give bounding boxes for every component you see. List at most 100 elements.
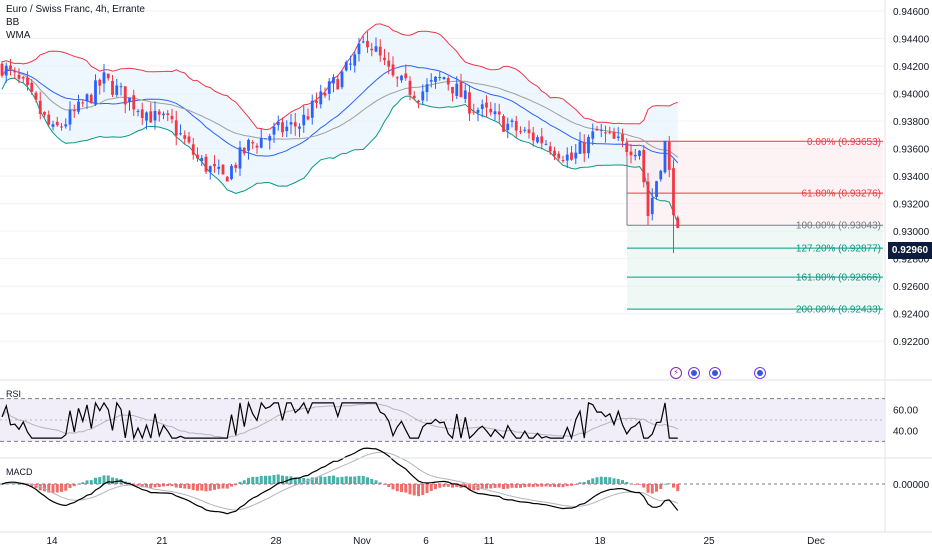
macd-line (1, 447, 679, 515)
price-tick-label: 0.94600 (893, 7, 930, 18)
candle-body (421, 91, 425, 101)
rsi-label[interactable]: RSI (6, 389, 22, 399)
candle-body (378, 46, 382, 56)
macd-histogram-bar (157, 484, 161, 488)
macd-label[interactable]: MACD (6, 467, 33, 477)
candle-body (353, 54, 357, 66)
candle-body (638, 150, 641, 157)
indicator-wma-label[interactable]: WMA (6, 30, 31, 41)
candle-body (553, 150, 556, 156)
macd-histogram-bar (667, 483, 671, 485)
macd-histogram-bar (94, 477, 97, 484)
candle-body (128, 97, 131, 103)
candle-body (357, 43, 361, 55)
candle-body (106, 73, 110, 79)
candle-body (123, 86, 127, 105)
candle-body (298, 126, 301, 129)
candle-body (306, 116, 310, 120)
candle-body (629, 151, 633, 156)
candle-body (506, 123, 510, 131)
candle-body (17, 74, 21, 79)
macd-histogram-bar (391, 484, 395, 490)
time-tick-label: Dec (807, 536, 825, 547)
candle-body (557, 153, 561, 159)
macd-histogram-bar (136, 484, 140, 486)
macd-histogram-bar (578, 482, 582, 484)
macd-histogram-bar (55, 484, 59, 493)
macd-tick-label: 0.00000 (893, 480, 930, 491)
macd-histogram-bar (438, 484, 442, 488)
time-tick-label: 18 (594, 536, 606, 547)
candle-body (238, 147, 242, 169)
candle-body (217, 166, 221, 169)
macd-histogram-bar (608, 477, 612, 484)
macd-histogram-bar (625, 481, 629, 484)
candle-body (383, 57, 386, 61)
macd-histogram-bar (51, 484, 55, 493)
candle-body (276, 121, 280, 126)
bollinger-basis-line (1, 65, 679, 164)
candle-body (514, 121, 518, 131)
macd-histogram-bar (102, 475, 106, 484)
macd-histogram-bar (132, 484, 136, 485)
macd-histogram-bar (400, 484, 403, 492)
candle-body (417, 100, 420, 103)
candle-body (55, 121, 59, 126)
macd-histogram-bar (531, 484, 535, 488)
macd-histogram-bar (191, 484, 195, 491)
macd-histogram-bar (557, 484, 561, 488)
economic-event-icon[interactable] (688, 367, 700, 379)
macd-histogram-bar (217, 484, 221, 489)
candle-body (281, 122, 284, 133)
chart-title: Euro / Swiss Franc, 4h, Errante (6, 4, 145, 15)
macd-histogram-bar (646, 484, 650, 493)
candle-body (68, 109, 72, 125)
candle-body (659, 170, 663, 180)
macd-histogram-bar (493, 484, 497, 488)
candle-body (225, 176, 229, 182)
candle-body (94, 80, 97, 105)
macd-histogram-bar (361, 475, 365, 484)
macd-histogram-bar (582, 482, 586, 484)
macd-histogram-bar (247, 477, 250, 484)
bollinger-upper-line (1, 23, 678, 131)
candle-body (319, 91, 323, 105)
macd-histogram-bar (425, 484, 429, 494)
macd-histogram-bar (272, 475, 276, 484)
candle-body (391, 64, 395, 76)
macd-histogram-bar (621, 480, 624, 484)
candle-body (667, 141, 671, 170)
macd-histogram-bar (196, 484, 199, 491)
macd-histogram-bar (349, 476, 352, 484)
lightning-icon[interactable]: ⚡ (670, 367, 682, 379)
candle-body (336, 79, 340, 90)
fib-fill (627, 141, 883, 310)
time-tick-label: 6 (423, 536, 429, 547)
macd-histogram-bar (472, 484, 476, 491)
candle-body (527, 129, 531, 134)
macd-histogram-bar (366, 477, 369, 484)
price-tick-label: 0.94400 (893, 35, 930, 46)
candle-body (72, 109, 76, 112)
macd-histogram-bar (395, 484, 399, 492)
macd-histogram-bar (565, 484, 569, 487)
candle-body (149, 111, 153, 123)
macd-histogram-bar (242, 480, 246, 484)
economic-event-icon[interactable] (754, 367, 766, 379)
candle-body (425, 84, 429, 93)
economic-event-icon[interactable] (709, 367, 721, 379)
bollinger-band-fill (2, 23, 678, 224)
candle-body (591, 131, 595, 139)
candle-body (561, 160, 565, 162)
price-tick-label: 0.93200 (893, 200, 930, 211)
macd-histogram-bar (77, 483, 80, 485)
candle-body (476, 109, 480, 113)
rsi-tick-label: 40.00 (893, 427, 918, 438)
candle-body (650, 197, 654, 215)
macd-histogram-bar (204, 484, 208, 492)
candle-body (289, 122, 293, 125)
indicator-bb-label[interactable]: BB (6, 17, 20, 28)
macd-histogram-bar (255, 476, 259, 484)
candle-body (115, 85, 119, 95)
